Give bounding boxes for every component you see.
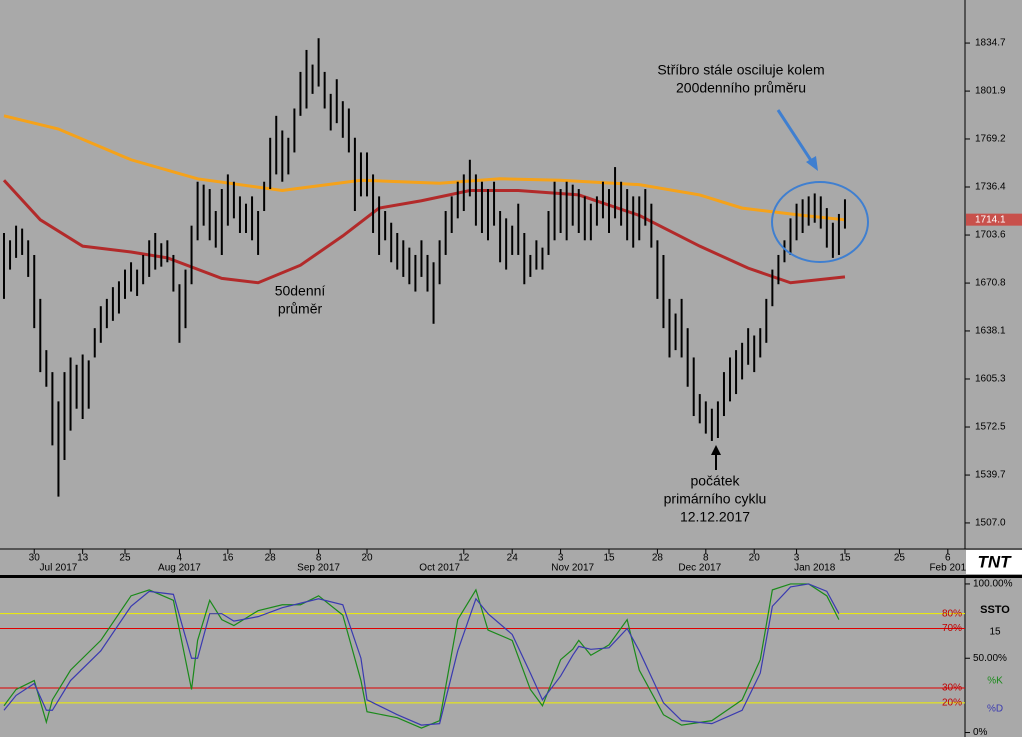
y-tick-label: 100.00%: [973, 579, 1013, 590]
x-month-label: Nov 2017: [551, 563, 594, 574]
x-tick-label: 28: [265, 553, 277, 564]
annotation: primárního cyklu: [664, 491, 767, 507]
y-tick-label: 1539.7: [975, 470, 1006, 481]
arrow-head: [806, 156, 818, 171]
indicator-period: 15: [989, 627, 1001, 638]
y-tick-label: 1834.7: [975, 38, 1006, 49]
annotation: 12.12.2017: [680, 509, 750, 525]
y-tick-label: 1801.9: [975, 86, 1006, 97]
x-tick-label: 25: [119, 553, 131, 564]
y-tick-label: 1638.1: [975, 326, 1006, 337]
annotation: průměr: [278, 301, 323, 317]
logo: TNT: [977, 552, 1012, 571]
x-tick-label: 3: [558, 553, 564, 564]
highlight-ellipse: [771, 181, 869, 263]
y-tick-label: 1572.5: [975, 422, 1006, 433]
x-tick-label: 24: [507, 553, 519, 564]
annotation: 200denního průměru: [676, 80, 806, 96]
x-month-label: Oct 2017: [419, 563, 460, 574]
x-month-label: Dec 2017: [678, 563, 721, 574]
y-tick-label: 1670.8: [975, 278, 1006, 289]
x-tick-label: 16: [222, 553, 234, 564]
x-tick-label: 15: [603, 553, 615, 564]
y-tick-label: 1605.3: [975, 374, 1006, 385]
y-tick-label: 1507.0: [975, 518, 1006, 529]
last-price-label: 1714.1: [975, 214, 1006, 225]
indicator-name: SSTO: [980, 604, 1010, 616]
arrow: [776, 109, 814, 163]
annotation: počátek: [690, 473, 740, 489]
y-tick-label: 1769.2: [975, 134, 1006, 145]
x-tick-label: 4: [177, 553, 183, 564]
x-month-label: Aug 2017: [158, 563, 201, 574]
x-month-label: Jul 2017: [40, 563, 78, 574]
x-tick-label: 25: [894, 553, 906, 564]
x-tick-label: 28: [652, 553, 664, 564]
legend-label: %D: [987, 704, 1003, 715]
x-tick-label: 8: [703, 553, 709, 564]
x-tick-label: 12: [458, 553, 470, 564]
x-tick-label: 8: [316, 553, 322, 564]
x-month-label: Sep 2017: [297, 563, 340, 574]
legend-label: %K: [987, 676, 1003, 687]
y-tick-label: 70%: [942, 623, 962, 634]
x-tick-label: 30: [29, 553, 41, 564]
panel-separator: [0, 575, 1022, 578]
y-tick-label: 1736.4: [975, 182, 1006, 193]
y-tick-label: 20%: [942, 697, 962, 708]
y-tick-label: 50.00%: [973, 653, 1007, 664]
x-tick-label: 20: [749, 553, 761, 564]
y-tick-label: 30%: [942, 683, 962, 694]
x-tick-label: 20: [361, 553, 373, 564]
x-tick-label: 6: [945, 553, 951, 564]
y-tick-label: 80%: [942, 608, 962, 619]
y-tick-label: 0%: [973, 727, 988, 737]
y-tick-label: 1703.6: [975, 230, 1006, 241]
x-month-label: Feb 201: [929, 563, 966, 574]
line-series: [3, 583, 840, 726]
x-month-label: Jan 2018: [794, 563, 836, 574]
x-tick-label: 3: [794, 553, 800, 564]
annotation: 50denní: [275, 283, 326, 299]
annotation: Stříbro stále osciluje kolem: [657, 62, 824, 78]
last-price-box: [966, 213, 1022, 226]
arrow-head: [711, 445, 721, 455]
x-tick-label: 13: [77, 553, 89, 564]
x-tick-label: 15: [839, 553, 851, 564]
logo-box: [966, 550, 1022, 574]
